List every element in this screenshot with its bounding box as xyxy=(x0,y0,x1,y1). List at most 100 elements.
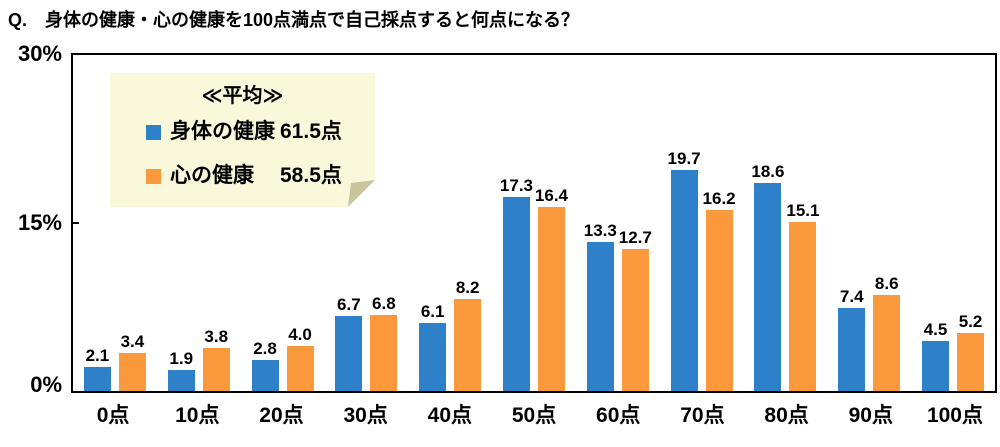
bar-physical xyxy=(167,369,195,391)
bar-value-label: 6.7 xyxy=(337,294,361,314)
bar-column-physical: 1.9 xyxy=(167,349,195,391)
folded-corner-icon xyxy=(348,180,375,207)
bar-value-label: 3.4 xyxy=(120,331,145,351)
x-axis-label: 90点 xyxy=(848,404,893,427)
bar-physical xyxy=(251,359,279,391)
bar-mental xyxy=(537,207,565,391)
bar-group: 17.3 16.4 xyxy=(492,176,576,391)
bar-column-mental: 8.2 xyxy=(454,278,482,391)
bar-value-label: 19.7 xyxy=(667,149,701,169)
bar-mental xyxy=(621,248,649,391)
bar-value-label: 15.1 xyxy=(786,200,820,220)
bar-column-mental: 4.0 xyxy=(286,325,314,391)
bar-column-physical: 6.7 xyxy=(335,294,363,391)
bar-value-label: 5.2 xyxy=(958,311,983,331)
bar-mental xyxy=(705,209,733,391)
x-axis-label: 80点 xyxy=(764,404,809,427)
bar-physical xyxy=(419,322,447,391)
legend-value: 58.5点 xyxy=(280,164,342,187)
legend-swatch-mental-icon xyxy=(146,168,161,184)
bar-group: 2.1 3.4 xyxy=(73,332,157,391)
x-axis-labels: 0点 10点 20点 30点 40点 50点 60点 70点 80点 90点 100点 xyxy=(71,399,997,429)
chart-title: Q. 身体の健康・心の健康を100点満点で自己採点すると何点になる？ xyxy=(8,10,580,30)
bar-column-physical: 17.3 xyxy=(499,176,534,391)
legend-entry-mental: 心の健康 58.5点 xyxy=(146,161,375,191)
bar-value-label: 16.2 xyxy=(702,188,736,208)
y-axis-tick-label: 30% xyxy=(17,41,62,66)
x-axis-label: 70点 xyxy=(680,404,725,427)
bar-value-label: 4.5 xyxy=(923,319,948,339)
bar-value-label: 12.7 xyxy=(618,227,652,247)
bar-value-label: 8.2 xyxy=(455,278,480,298)
bar-column-physical: 6.1 xyxy=(419,301,447,391)
x-axis-label: 0点 xyxy=(96,404,130,427)
bar-physical xyxy=(335,315,363,391)
x-axis-label: 30点 xyxy=(343,404,388,427)
bar-group: 4.5 5.2 xyxy=(911,312,995,391)
bar-value-label: 6.1 xyxy=(420,301,445,321)
bar-value-label: 17.3 xyxy=(499,176,534,196)
bar-column-mental: 6.8 xyxy=(370,293,398,391)
bar-mental xyxy=(789,221,817,391)
x-axis-label: 10点 xyxy=(175,404,220,427)
bar-group: 18.6 15.1 xyxy=(744,162,828,391)
bar-column-mental: 3.8 xyxy=(202,327,230,391)
bar-column-physical: 7.4 xyxy=(838,287,866,391)
bar-mental xyxy=(202,348,230,391)
bar-column-mental: 16.2 xyxy=(702,188,736,391)
y-axis-tick-mark xyxy=(73,222,79,224)
bar-group: 1.9 3.8 xyxy=(157,327,241,391)
bar-value-label: 16.4 xyxy=(534,186,569,206)
bar-physical xyxy=(754,182,782,391)
bar-value-label: 4.0 xyxy=(288,325,312,345)
legend-title: ≪平均≫ xyxy=(201,85,284,107)
bar-column-physical: 18.6 xyxy=(751,161,785,391)
bar-value-label: 18.6 xyxy=(751,161,785,181)
bar-group: 2.8 4.0 xyxy=(241,325,325,391)
bar-value-label: 2.1 xyxy=(85,346,110,366)
x-axis-label: 40点 xyxy=(427,404,473,427)
bar-column-physical: 2.1 xyxy=(83,346,111,391)
y-axis-tick-label: 15% xyxy=(17,210,62,235)
bar-group: 19.7 16.2 xyxy=(660,149,744,391)
bar-value-label: 6.8 xyxy=(372,293,396,313)
bar-value-label: 8.6 xyxy=(874,273,899,293)
y-axis-tick-label: 0% xyxy=(30,372,62,397)
bar-value-label: 7.4 xyxy=(839,287,864,307)
bar-value-label: 2.8 xyxy=(253,338,277,358)
bar-series-container: 2.1 3.4 1.9 3.8 2.8 4.0 6.7 6.8 6.1 8.2 17.3 16.4 13… xyxy=(73,55,995,391)
legend-label: 身体の健康 xyxy=(170,120,275,143)
bar-physical xyxy=(838,308,866,391)
bar-column-mental: 3.4 xyxy=(118,331,146,391)
bar-column-physical: 2.8 xyxy=(251,338,279,391)
legend-label: 心の健康 xyxy=(170,164,254,187)
x-axis-label: 100点 xyxy=(926,404,983,427)
legend-swatch-physical-icon xyxy=(146,124,161,140)
bar-value-label: 13.3 xyxy=(583,221,617,241)
bar-group: 6.7 6.8 xyxy=(324,294,408,391)
bar-group: 13.3 12.7 xyxy=(576,221,660,391)
plot-area: 2.1 3.4 1.9 3.8 2.8 4.0 6.7 6.8 6.1 8.2 17.3 16.4 13… xyxy=(71,53,997,393)
bar-physical xyxy=(586,242,614,391)
bar-column-physical: 13.3 xyxy=(583,221,617,391)
bar-mental xyxy=(454,299,482,391)
bar-group: 6.1 8.2 xyxy=(408,278,492,391)
bar-column-mental: 12.7 xyxy=(618,227,652,391)
bar-mental xyxy=(286,346,314,391)
bar-physical xyxy=(670,170,698,391)
bar-group: 7.4 8.6 xyxy=(827,274,911,391)
bar-column-mental: 5.2 xyxy=(957,311,985,391)
legend-box: ≪平均≫ 身体の健康 61.5点 心の健康 58.5点 xyxy=(110,73,375,207)
bar-physical xyxy=(83,367,111,391)
legend-entry-physical: 身体の健康 61.5点 xyxy=(146,117,375,147)
bar-mental xyxy=(957,332,985,391)
legend-value: 61.5点 xyxy=(280,120,342,143)
bar-column-physical: 4.5 xyxy=(922,319,950,391)
bar-mental xyxy=(370,314,398,391)
bar-mental xyxy=(118,352,146,391)
x-axis-label: 20点 xyxy=(259,404,304,427)
x-axis-label: 50点 xyxy=(511,404,557,427)
bar-physical xyxy=(922,340,950,391)
bar-physical xyxy=(502,197,530,391)
